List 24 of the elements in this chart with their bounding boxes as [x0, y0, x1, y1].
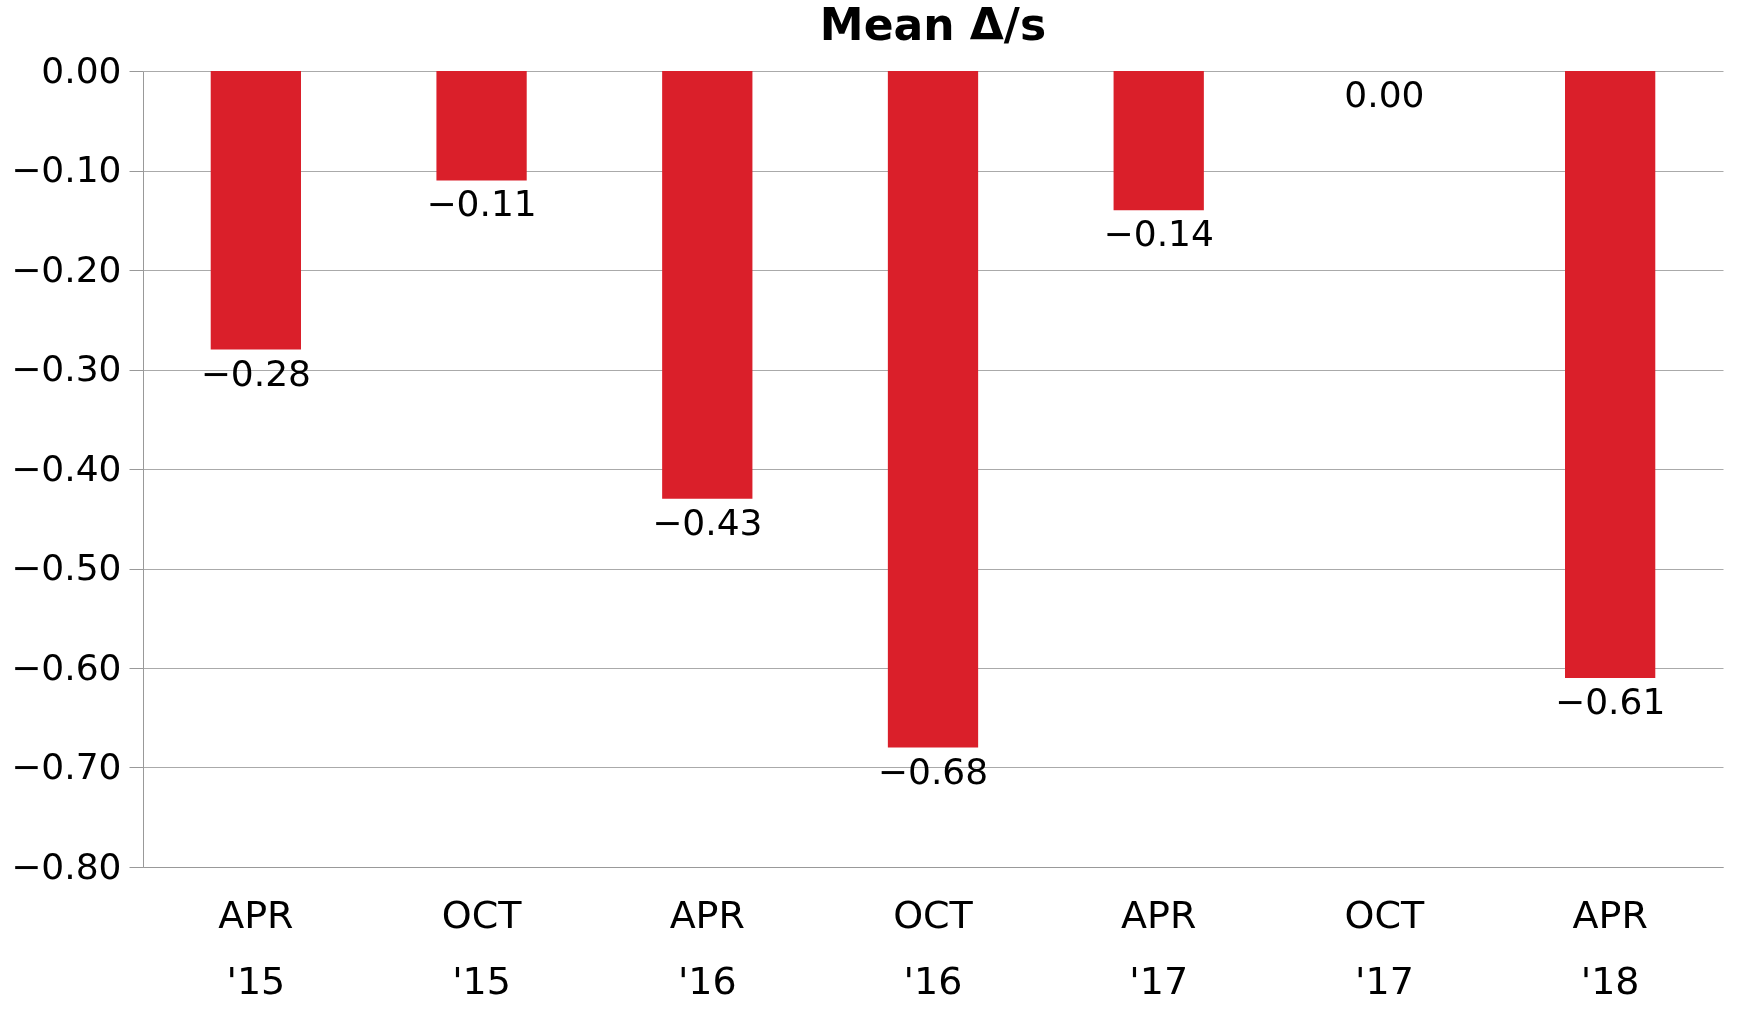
- data-label: −0.68: [877, 750, 989, 792]
- y-tick-label: 0.00: [41, 49, 122, 91]
- y-tick-label: −0.40: [11, 447, 122, 489]
- x-tick-label: APR '18: [1572, 892, 1648, 1003]
- x-tick-label: OCT '16: [893, 892, 974, 1003]
- x-tick-label: OCT '17: [1344, 892, 1426, 1003]
- data-label: −0.14: [1103, 213, 1214, 255]
- y-tick-label: −0.80: [11, 845, 122, 887]
- y-tick-label: −0.50: [11, 547, 122, 588]
- y-tick-label: −0.10: [11, 149, 122, 190]
- x-tick-label: APR '15: [218, 892, 294, 1003]
- y-tick-label: −0.70: [11, 746, 122, 787]
- data-label: −0.61: [1554, 680, 1666, 722]
- x-tick-label: OCT '15: [441, 892, 523, 1003]
- data-label: −0.43: [652, 501, 763, 543]
- x-tick-label: APR '16: [669, 892, 745, 1003]
- y-tick-label: −0.30: [11, 348, 122, 389]
- x-tick-label: APR '17: [1121, 892, 1197, 1003]
- chart-title: Mean Δ/s: [819, 0, 1047, 50]
- y-tick-label: −0.60: [11, 646, 122, 688]
- data-label: 0.00: [1344, 74, 1425, 115]
- y-tick-label: −0.20: [11, 248, 122, 290]
- data-label: −0.28: [200, 352, 312, 394]
- data-label: −0.11: [426, 183, 537, 225]
